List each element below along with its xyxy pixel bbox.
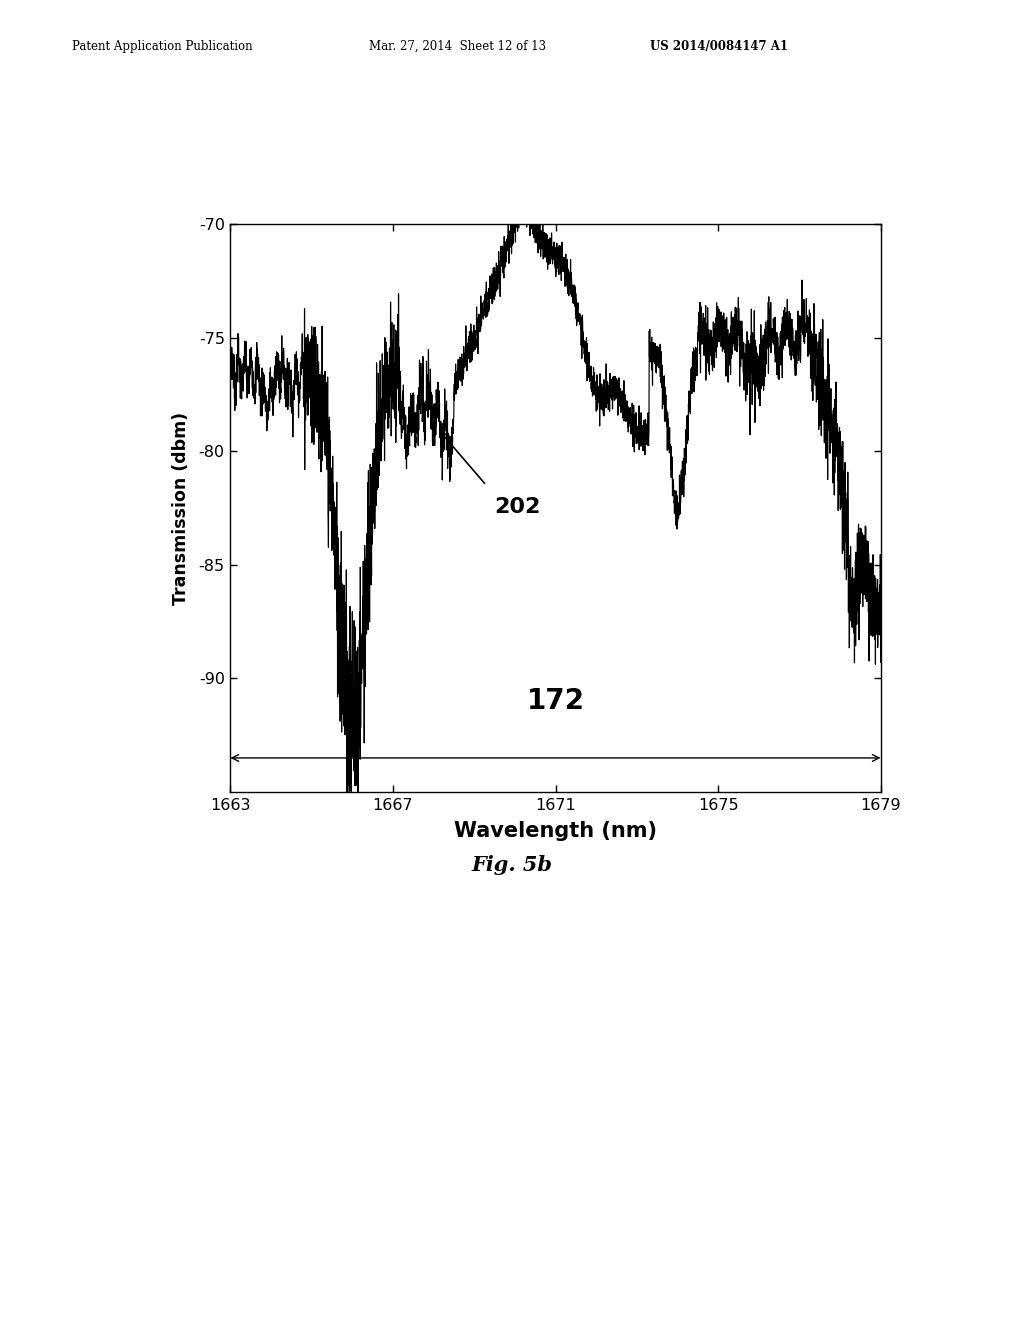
Y-axis label: Transmission (dbm): Transmission (dbm) [172,412,190,605]
Text: Fig. 5b: Fig. 5b [471,855,553,875]
Text: Patent Application Publication: Patent Application Publication [72,40,252,53]
Text: 202: 202 [495,496,541,517]
Text: Mar. 27, 2014  Sheet 12 of 13: Mar. 27, 2014 Sheet 12 of 13 [369,40,546,53]
Text: US 2014/0084147 A1: US 2014/0084147 A1 [650,40,788,53]
Text: 172: 172 [526,688,585,715]
X-axis label: Wavelength (nm): Wavelength (nm) [454,821,657,841]
